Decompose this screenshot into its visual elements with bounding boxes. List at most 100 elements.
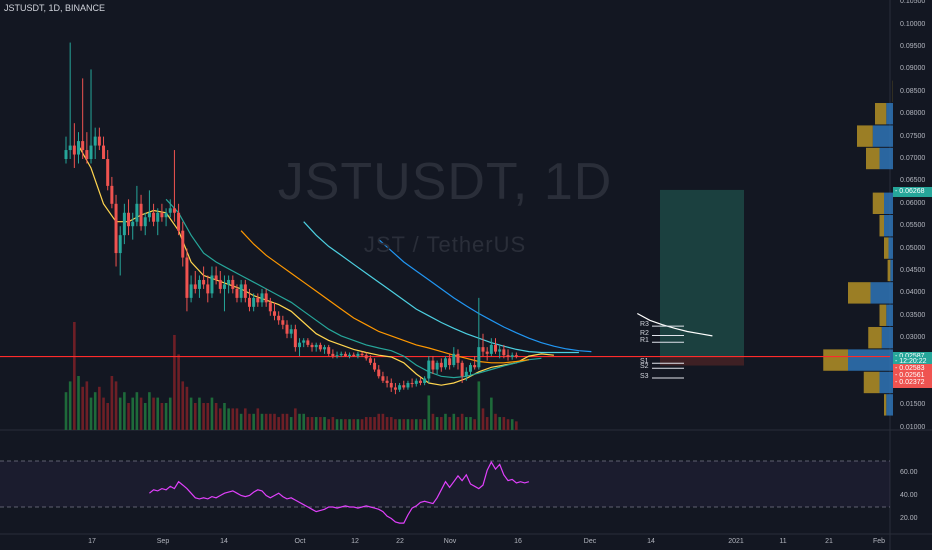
volume-bar — [252, 413, 255, 430]
volume-bar — [248, 413, 251, 430]
volume-bar — [319, 417, 322, 430]
volume-profile-bar — [879, 215, 884, 237]
candle-body — [189, 284, 193, 298]
volume-bar — [231, 408, 235, 430]
candle-body — [427, 360, 431, 379]
candle — [389, 378, 393, 392]
volume-bar — [465, 417, 468, 430]
time-axis-label: 2021 — [728, 538, 744, 545]
volume-bar — [260, 413, 264, 430]
candle-body — [202, 279, 206, 285]
candle — [435, 360, 439, 375]
candle-body — [68, 145, 72, 151]
volume-bar — [385, 417, 389, 430]
candle-body — [323, 347, 327, 350]
candle-body — [218, 279, 222, 289]
volume-bar — [152, 397, 155, 430]
candle-body — [293, 329, 297, 348]
price-axis-label: 0.10500 — [900, 0, 926, 6]
volume-bar — [502, 417, 506, 430]
price-tag: - 0.02372 — [893, 378, 932, 389]
candle — [214, 266, 218, 285]
volume-bar — [469, 417, 472, 430]
time-axis-label: 16 — [514, 538, 522, 545]
candle — [431, 356, 435, 375]
candle-body — [77, 141, 81, 155]
volume-bar — [206, 403, 210, 430]
candle-body — [177, 212, 181, 231]
candle-body — [460, 362, 464, 377]
candle — [64, 136, 68, 164]
volume-profile-bar — [879, 147, 893, 170]
candle-body — [231, 279, 235, 289]
pivot-label: R3 — [640, 321, 649, 329]
volume-bar — [485, 417, 489, 430]
price-axis-label: 0.01500 — [900, 401, 926, 409]
pivot-label: S2 — [640, 363, 649, 371]
volume-bar — [490, 397, 493, 430]
price-axis-label: 0.03000 — [900, 334, 926, 342]
stop-zone — [660, 356, 744, 366]
volume-bar — [448, 417, 451, 430]
volume-bar — [481, 408, 485, 430]
volume-profile-bar — [866, 147, 880, 170]
candle-body — [418, 380, 422, 383]
volume-bar — [277, 417, 280, 430]
candle — [243, 279, 247, 303]
candle-body — [160, 212, 164, 218]
volume-bar — [227, 408, 230, 430]
candle — [410, 378, 414, 388]
candle-body — [498, 349, 502, 352]
candle — [152, 203, 156, 227]
volume-bar — [160, 403, 164, 430]
volume-bar — [68, 381, 72, 430]
candle — [210, 266, 214, 298]
candle — [352, 352, 356, 357]
volume-bar — [373, 417, 376, 430]
volume-bar — [335, 419, 339, 430]
volume-bar — [398, 419, 401, 430]
candle-body — [364, 355, 368, 359]
volume-bar — [473, 419, 476, 430]
candle-body — [102, 145, 106, 160]
candle-body — [398, 385, 402, 390]
candle — [402, 380, 406, 390]
volume-profile-bar — [879, 371, 893, 394]
candle-body — [97, 136, 101, 146]
volume-bar — [85, 381, 89, 430]
candle-body — [464, 371, 468, 377]
candle — [398, 382, 402, 392]
candle-body — [327, 347, 331, 354]
candle-body — [127, 212, 131, 227]
candle — [464, 367, 468, 381]
candle-body — [414, 380, 418, 384]
volume-bar — [294, 408, 297, 430]
candle-body — [93, 136, 97, 146]
volume-profile-bar — [887, 259, 891, 282]
price-axis-label: 0.08500 — [900, 87, 926, 95]
volume-bar — [143, 403, 147, 430]
candle-body — [206, 284, 210, 294]
candle — [427, 356, 431, 383]
volume-bar — [444, 413, 447, 430]
price-tag: - 0.02583 — [893, 364, 932, 375]
volume-bar — [148, 392, 151, 430]
candle-body — [318, 344, 322, 350]
candle — [485, 347, 489, 361]
candle-body — [514, 355, 518, 357]
candle — [147, 190, 151, 222]
volume-bar — [348, 419, 351, 430]
candle-body — [185, 257, 189, 298]
candle-body — [164, 212, 168, 218]
candle — [185, 248, 189, 312]
candle-body — [456, 353, 460, 363]
candle-body — [264, 293, 268, 303]
volume-bar — [352, 419, 356, 430]
candle-body — [368, 358, 372, 363]
volume-bar — [81, 386, 84, 430]
volume-profile-bar — [881, 326, 893, 349]
candle — [494, 338, 498, 354]
candle — [72, 123, 76, 168]
candle — [77, 132, 81, 164]
candle — [502, 344, 506, 359]
